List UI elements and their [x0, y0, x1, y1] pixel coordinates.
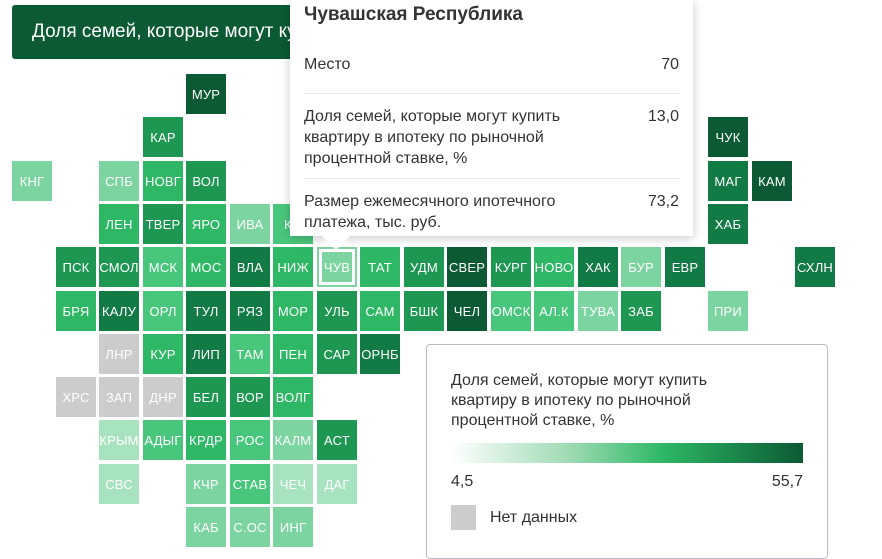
region-tile[interactable]: КАБ — [186, 507, 226, 547]
region-tile[interactable]: МОС — [186, 247, 226, 287]
region-tile[interactable]: КАЛУ — [99, 291, 139, 331]
tooltip-row-payment: Размер ежемесячного ипотечного платежа, … — [304, 179, 679, 235]
tooltip-pointer — [322, 236, 350, 250]
region-tile[interactable]: ИНГ — [273, 507, 313, 547]
region-tile[interactable]: ЯРО — [186, 204, 226, 244]
region-tooltip: Чувашская Республика Место 70 Доля семей… — [290, 0, 693, 236]
region-tile[interactable]: МАГ — [708, 161, 748, 201]
region-tile[interactable]: РЯЗ — [230, 291, 270, 331]
region-tile[interactable]: С.ОС — [230, 507, 270, 547]
region-tile[interactable]: СПБ — [99, 161, 139, 201]
region-tile[interactable]: ТАТ — [360, 247, 400, 287]
tooltip-payment-label: Размер ежемесячного ипотечного платежа, … — [304, 193, 556, 231]
region-tile[interactable]: САР — [317, 334, 357, 374]
map-title-banner: Доля семей, которые могут купить квартир… — [12, 5, 312, 59]
region-tile[interactable]: БЕЛ — [186, 377, 226, 417]
region-tile[interactable]: КАР — [143, 117, 183, 157]
tooltip-rank-value: 70 — [661, 56, 679, 73]
region-tile[interactable]: БШК — [404, 291, 444, 331]
region-tile[interactable]: КРЫМ — [99, 420, 139, 460]
region-tile[interactable]: БРЯ — [56, 291, 96, 331]
region-tile[interactable]: КУРГ — [491, 247, 531, 287]
region-tile[interactable]: ХРС — [56, 377, 96, 417]
region-tile[interactable]: ОРНБ — [360, 334, 400, 374]
region-tile[interactable]: НОВО — [534, 247, 574, 287]
tooltip-share-label: Доля семей, которые могут купить квартир… — [304, 108, 561, 167]
region-tile[interactable]: ТВЕР — [143, 204, 183, 244]
region-tile[interactable]: ТАМ — [230, 334, 270, 374]
legend-color-scale — [451, 443, 803, 463]
region-tile[interactable]: ПРИ — [708, 291, 748, 331]
region-tile[interactable]: КАЛМ — [273, 420, 313, 460]
region-tile[interactable]: ТУВА — [578, 291, 618, 331]
region-tile[interactable]: ДАГ — [317, 464, 357, 504]
region-tile[interactable]: ВОЛ — [186, 161, 226, 201]
region-tile[interactable]: ЛЕН — [99, 204, 139, 244]
region-tile[interactable]: БУР — [621, 247, 661, 287]
region-tile[interactable]: РОС — [230, 420, 270, 460]
region-tile[interactable]: САМ — [360, 291, 400, 331]
region-tile[interactable]: ХАК — [578, 247, 618, 287]
region-tile[interactable]: ОРЛ — [143, 291, 183, 331]
region-tile[interactable]: АСТ — [317, 420, 357, 460]
legend-title: Доля семей, которые могут купить квартир… — [451, 372, 708, 429]
legend-nodata-entry: Нет данных — [451, 505, 803, 530]
legend-nodata-label: Нет данных — [490, 508, 578, 526]
region-tile[interactable]: ЧЕЛ — [447, 291, 487, 331]
region-tile[interactable]: АЛ.К — [534, 291, 574, 331]
region-tile[interactable]: СВС — [99, 464, 139, 504]
region-tile[interactable]: МСК — [143, 247, 183, 287]
region-tile[interactable]: СТАВ — [230, 464, 270, 504]
nodata-swatch — [451, 505, 476, 530]
region-tile[interactable]: ДНР — [143, 377, 183, 417]
region-tile[interactable]: ПЕН — [273, 334, 313, 374]
legend-min-value: 4,5 — [451, 473, 474, 490]
region-tile[interactable]: НИЖ — [273, 247, 313, 287]
region-tile[interactable]: ХАБ — [708, 204, 748, 244]
region-tile[interactable]: СХЛН — [795, 247, 835, 287]
legend-scale-labels: 4,5 55,7 — [451, 473, 803, 491]
region-tile[interactable]: МУР — [186, 74, 226, 114]
legend-max-value: 55,7 — [771, 473, 803, 490]
region-tile[interactable]: КРДР — [186, 420, 226, 460]
region-tile[interactable]: ЛНР — [99, 334, 139, 374]
tooltip-region-name: Чувашская Республика — [304, 4, 523, 25]
region-tile[interactable]: ЛИП — [186, 334, 226, 374]
region-tile[interactable]: ЧУК — [708, 117, 748, 157]
region-tile[interactable]: ВЛА — [230, 247, 270, 287]
tooltip-row-rank: Место 70 — [304, 34, 679, 94]
tooltip-row-share: Доля семей, которые могут купить квартир… — [304, 94, 679, 179]
region-tile[interactable]: УДМ — [404, 247, 444, 287]
region-tile[interactable]: ИВА — [230, 204, 270, 244]
region-tile[interactable]: АДЫГ — [143, 420, 183, 460]
region-tile[interactable]: ОМСК — [491, 291, 531, 331]
region-tile[interactable]: КНГ — [12, 161, 52, 201]
region-tile[interactable]: СВЕР — [447, 247, 487, 287]
region-tile[interactable]: МОР — [273, 291, 313, 331]
region-tile[interactable]: КУР — [143, 334, 183, 374]
tooltip-share-value: 13,0 — [647, 108, 679, 125]
region-tile[interactable]: ЧЕЧ — [273, 464, 313, 504]
tooltip-rank-label: Место — [304, 56, 351, 73]
region-tile[interactable]: КЧР — [186, 464, 226, 504]
region-tile[interactable]: УЛЬ — [317, 291, 357, 331]
tooltip-payment-value: 73,2 — [647, 193, 679, 210]
region-tile[interactable]: ЕВР — [665, 247, 705, 287]
region-tile[interactable]: ВОЛГ — [273, 377, 313, 417]
region-tile[interactable]: ЧУВ — [317, 247, 357, 287]
region-tile[interactable]: ВОР — [230, 377, 270, 417]
region-tile[interactable]: НОВГ — [143, 161, 183, 201]
region-tile[interactable]: СМОЛ — [99, 247, 139, 287]
region-tile[interactable]: ЗАБ — [621, 291, 661, 331]
region-tile[interactable]: ПСК — [56, 247, 96, 287]
region-tile[interactable]: ТУЛ — [186, 291, 226, 331]
region-tile[interactable]: ЗАП — [99, 377, 139, 417]
region-tile[interactable]: КАМ — [752, 161, 792, 201]
legend-panel: Доля семей, которые могут купить квартир… — [426, 344, 828, 559]
